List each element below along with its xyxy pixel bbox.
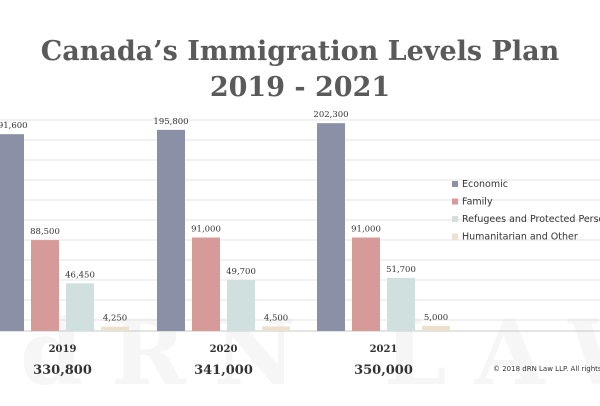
chart-title: Canada’s Immigration Levels Plan	[40, 36, 560, 67]
legend-label: Economic	[462, 179, 508, 190]
legend-swatch	[452, 198, 458, 205]
bar-value-label: 49,700	[226, 267, 256, 277]
bar-humanitarian-2019	[101, 326, 129, 331]
bar-value-label: 4,500	[264, 313, 288, 323]
bar-economic-2021	[317, 123, 345, 331]
bar-value-label: 195,800	[153, 117, 188, 127]
total-label: 341,000	[194, 363, 253, 378]
bar-value-label: 4,250	[103, 314, 127, 324]
total-labels: 330,800 341,000 350,000	[33, 363, 413, 378]
bar-value-label: 51,700	[386, 265, 416, 275]
category-label: 2020	[210, 344, 238, 355]
bar-labels: 191,600 195,800 202,300 88,500 91,000 91,000 4…	[0, 110, 448, 323]
legend-swatch	[452, 181, 458, 187]
bar-value-label: 5,000	[424, 313, 448, 323]
bar-value-label: 88,500	[30, 227, 60, 237]
legend: Economic Family Refugees and Protected Per…	[452, 179, 600, 243]
bar-refugees-2020	[227, 279, 255, 331]
bar-family-2020	[192, 237, 220, 331]
bar-refugees-2021	[387, 277, 415, 331]
bar-value-label: 191,600	[0, 121, 28, 131]
bar-humanitarian-2020	[262, 326, 290, 331]
bar-value-label: 46,450	[65, 270, 95, 280]
legend-swatch	[452, 233, 458, 240]
legend-label: Humanitarian and Other	[462, 232, 578, 243]
bar-family-2021	[352, 237, 380, 331]
bar-economic-2020	[157, 129, 185, 331]
bar-value-label: 202,300	[313, 110, 348, 120]
total-label: 330,800	[33, 363, 92, 378]
total-label: 350,000	[354, 363, 413, 378]
legend-label: Family	[462, 197, 493, 208]
bar-value-label: 91,000	[351, 225, 381, 235]
bar-refugees-2019	[66, 283, 94, 331]
legend-swatch	[452, 216, 458, 222]
legend-label: Refugees and Protected Persons	[462, 214, 600, 225]
bar-humanitarian-2021	[422, 325, 450, 331]
bar-family-2019	[31, 240, 59, 331]
category-label: 2021	[370, 344, 398, 355]
bar-value-label: 91,000	[191, 225, 221, 235]
copyright-notice: © 2018 dRN Law LLP. All rights reserved.	[493, 365, 600, 373]
bar-economic-2019	[0, 134, 24, 331]
category-label: 2019	[49, 344, 77, 355]
gridlines	[0, 119, 600, 332]
bars	[0, 123, 450, 331]
category-labels: 2019 2020 2021	[49, 344, 398, 355]
chart-subtitle: 2019 - 2021	[209, 72, 391, 103]
